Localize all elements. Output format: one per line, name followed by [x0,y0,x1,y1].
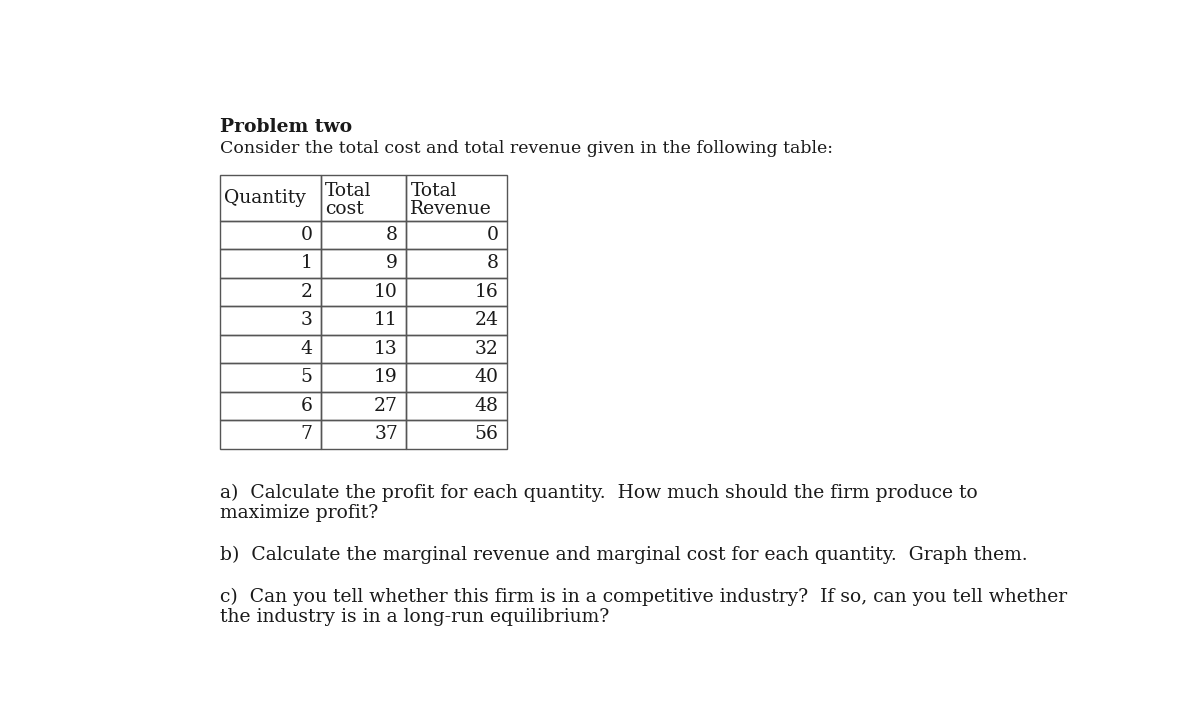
Text: Problem two: Problem two [220,118,352,136]
Bar [406,392,506,420]
Bar [406,249,506,278]
Bar [320,278,406,307]
Bar [220,392,320,420]
Text: 56: 56 [475,425,499,443]
Text: 1: 1 [301,254,313,272]
Text: 40: 40 [475,368,499,386]
Text: 8: 8 [386,225,398,244]
Text: maximize profit?: maximize profit? [220,503,378,521]
Text: a)  Calculate the profit for each quantity.  How much should the firm produce to: a) Calculate the profit for each quantit… [220,483,978,502]
Text: 0: 0 [301,225,313,244]
Bar [220,307,320,335]
Bar [320,392,406,420]
Bar [320,363,406,392]
Bar [320,174,406,221]
Bar [320,249,406,278]
Bar [320,420,406,449]
Bar [406,363,506,392]
Text: 32: 32 [475,340,499,358]
Bar [220,221,320,249]
Text: 48: 48 [475,397,499,415]
Text: 0: 0 [487,225,499,244]
Text: 27: 27 [374,397,398,415]
Bar [406,278,506,307]
Text: 9: 9 [386,254,398,272]
Text: 7: 7 [301,425,313,443]
Bar [220,363,320,392]
Text: 24: 24 [475,311,499,330]
Text: 10: 10 [374,283,398,301]
Bar [320,335,406,363]
Text: Quantity: Quantity [224,189,306,207]
Bar [220,249,320,278]
Text: 2: 2 [301,283,313,301]
Text: Consider the total cost and total revenue given in the following table:: Consider the total cost and total revenu… [220,140,833,157]
Text: Total: Total [325,182,372,200]
Bar [406,335,506,363]
Text: Total: Total [410,182,457,200]
Text: 6: 6 [301,397,313,415]
Bar [406,221,506,249]
Bar [320,221,406,249]
Bar [406,174,506,221]
Text: cost: cost [325,200,364,218]
Bar [406,307,506,335]
Bar [406,420,506,449]
Text: c)  Can you tell whether this firm is in a competitive industry?  If so, can you: c) Can you tell whether this firm is in … [220,588,1067,607]
Text: 5: 5 [301,368,313,386]
Text: 37: 37 [374,425,398,443]
Text: 11: 11 [374,311,398,330]
Bar [220,335,320,363]
Text: 16: 16 [475,283,499,301]
Text: 19: 19 [374,368,398,386]
Text: Revenue: Revenue [410,200,492,218]
Text: 13: 13 [374,340,398,358]
Text: b)  Calculate the marginal revenue and marginal cost for each quantity.  Graph t: b) Calculate the marginal revenue and ma… [220,546,1027,564]
Text: 8: 8 [487,254,499,272]
Bar [320,307,406,335]
Bar [220,278,320,307]
Text: 4: 4 [301,340,313,358]
Bar [220,420,320,449]
Text: the industry is in a long-run equilibrium?: the industry is in a long-run equilibriu… [220,608,610,626]
Text: 3: 3 [301,311,313,330]
Bar [220,174,320,221]
